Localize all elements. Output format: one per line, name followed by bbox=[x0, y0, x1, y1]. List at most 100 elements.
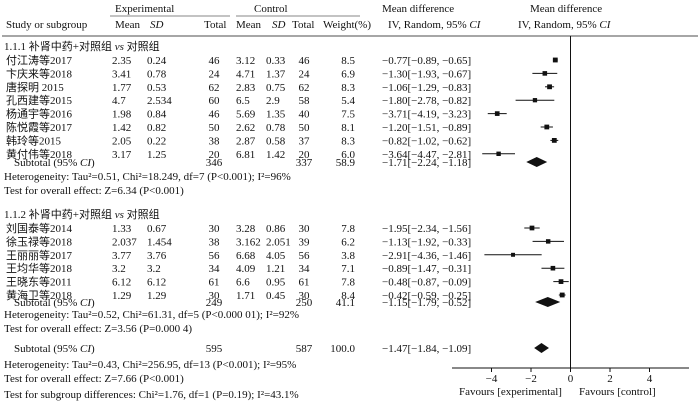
sg2-row-2-e-mean: 2.037 bbox=[112, 236, 137, 248]
sg1-row-7-e-n: 38 bbox=[209, 135, 221, 147]
total-diamond bbox=[534, 343, 549, 353]
sg2-row-1-name: 刘国泰等2014 bbox=[6, 221, 72, 235]
subgroup-2-heterogeneity: Heterogeneity: Tau²=0.52, Chi²=61.31, df… bbox=[4, 309, 299, 321]
sg2-row-2-c-mean: 3.162 bbox=[236, 236, 261, 248]
total-e-n: 595 bbox=[206, 343, 223, 355]
sg1-row-3-e-sd: 0.53 bbox=[147, 82, 167, 94]
sg2-row-4-name: 王均华等2018 bbox=[6, 261, 72, 275]
sg2-row-4-c-sd: 1.21 bbox=[266, 263, 285, 275]
sg2-row-1-point bbox=[529, 225, 535, 231]
sg2-row-5-e-n: 61 bbox=[209, 277, 220, 289]
sg1-row-2-weight: 6.9 bbox=[341, 68, 355, 80]
sg1-row-2-name: 卞庆来等2018 bbox=[6, 66, 72, 80]
sg2-row-6-c-n: 30 bbox=[299, 290, 311, 302]
subgroup-2-title: 1.1.2 补肾中药+对照组 vs 对照组 bbox=[4, 207, 160, 221]
total-md-text: −1.47[−1.84, −1.09] bbox=[382, 343, 471, 355]
sg1-row-2-c-n: 24 bbox=[299, 68, 311, 80]
sg1-row-2-e-mean: 3.41 bbox=[112, 68, 131, 80]
sg1-row-6-point bbox=[544, 124, 550, 130]
sg1-row-4-e-n: 60 bbox=[209, 95, 221, 107]
sg1-row-3-c-mean: 2.83 bbox=[236, 82, 256, 94]
sg2-subtotal-c-n: 250 bbox=[296, 297, 313, 309]
sg2-row-4-e-sd: 3.2 bbox=[147, 263, 161, 275]
sg1-row-8-weight: 6.0 bbox=[341, 149, 355, 161]
sg1-row-6-e-sd: 0.82 bbox=[147, 122, 166, 134]
sg1-row-7-c-sd: 0.58 bbox=[266, 135, 286, 147]
sg1-row-5-md-text: −3.71[−4.19, −3.23] bbox=[382, 109, 471, 121]
sg1-row-3-e-mean: 1.77 bbox=[112, 82, 132, 94]
sg1-row-4-c-mean: 6.5 bbox=[236, 95, 250, 107]
subgroup-1-heterogeneity: Heterogeneity: Tau²=0.51, Chi²=18.249, d… bbox=[4, 171, 291, 183]
sg1-row-8-c-sd: 1.42 bbox=[266, 149, 285, 161]
x-tick-label-2: 0 bbox=[568, 373, 574, 385]
favours-experimental: Favours [experimental] bbox=[459, 386, 562, 398]
sg1-row-4-md-text: −1.80[−2.78, −0.82] bbox=[382, 95, 471, 107]
sg2-row-6-weight: 8.4 bbox=[341, 290, 355, 302]
sg2-row-4-point bbox=[550, 265, 556, 271]
sg1-row-8-point bbox=[496, 151, 501, 157]
sg1-row-4-name: 孔西建等2015 bbox=[6, 93, 72, 107]
sg2-row-4-c-n: 34 bbox=[299, 263, 311, 275]
sg2-row-3-weight: 3.8 bbox=[341, 250, 355, 262]
sg1-row-3-point bbox=[547, 84, 552, 90]
sg1-row-6-e-mean: 1.42 bbox=[112, 122, 131, 134]
sg1-row-6-c-sd: 0.78 bbox=[266, 122, 286, 134]
sg1-row-3-e-n: 62 bbox=[209, 82, 220, 94]
sg2-row-4-e-n: 34 bbox=[209, 263, 221, 275]
sg2-row-4-e-mean: 3.2 bbox=[112, 263, 126, 275]
sg1-row-7-name: 韩玲等2015 bbox=[6, 133, 61, 147]
header-md-method-left: IV, Random, 95% CI bbox=[388, 19, 482, 31]
sg2-row-2-e-sd: 1.454 bbox=[147, 236, 172, 248]
sg1-row-4-e-sd: 2.534 bbox=[147, 95, 172, 107]
sg1-subtotal-md-text: −1.71[−2.24, −1.18] bbox=[382, 157, 471, 169]
header-c-mean: Mean bbox=[236, 19, 262, 31]
sg2-row-5-e-sd: 6.12 bbox=[147, 277, 166, 289]
sg2-row-1-c-mean: 3.28 bbox=[236, 223, 256, 235]
sg2-row-1-e-sd: 0.67 bbox=[147, 223, 167, 235]
header-study-label: Study or subgroup bbox=[6, 19, 88, 31]
subgroup-2-overall-effect: Test for overall effect: Z=3.56 (P=0.000… bbox=[4, 323, 192, 335]
sg1-row-3-c-n: 62 bbox=[299, 82, 310, 94]
sg2-row-6-e-mean: 1.29 bbox=[112, 290, 132, 302]
sg1-row-7-e-mean: 2.05 bbox=[112, 135, 132, 147]
sg2-row-1-md-text: −1.95[−2.34, −1.56] bbox=[382, 223, 471, 235]
sg2-row-5-c-n: 61 bbox=[299, 277, 310, 289]
sg1-row-3-name: 唐探明 2015 bbox=[6, 80, 64, 94]
header-weight: Weight(%) bbox=[323, 19, 371, 31]
sg2-row-1-c-sd: 0.86 bbox=[266, 223, 286, 235]
sg1-row-1-md-text: −0.77[−0.89, −0.65] bbox=[382, 55, 471, 67]
sg2-row-1-weight: 7.8 bbox=[341, 223, 355, 235]
sg2-row-6-point bbox=[559, 292, 565, 298]
subgroup-1-overall-effect: Test for overall effect: Z=6.34 (P<0.001… bbox=[4, 185, 184, 197]
sg2-row-5-name: 王晓东等2011 bbox=[6, 275, 72, 289]
sg2-subtotal-weight: 41.1 bbox=[336, 297, 355, 309]
sg1-row-1-name: 付江涛等2017 bbox=[6, 53, 72, 67]
subgroup-1-title: 1.1.1 补肾中药+对照组 vs 对照组 bbox=[4, 39, 160, 53]
sg1-row-8-e-mean: 3.17 bbox=[112, 149, 132, 161]
sg1-row-5-e-sd: 0.84 bbox=[147, 109, 167, 121]
sg1-row-7-c-n: 37 bbox=[299, 135, 311, 147]
sg2-row-5-c-mean: 6.6 bbox=[236, 277, 250, 289]
sg2-row-2-name: 徐玉禄等2018 bbox=[6, 234, 72, 248]
header-e-mean: Mean bbox=[115, 19, 141, 31]
sg1-row-1-weight: 8.5 bbox=[341, 55, 355, 67]
sg1-row-7-point bbox=[551, 138, 557, 143]
sg1-row-2-md-text: −1.30[−1.93, −0.67] bbox=[382, 68, 471, 80]
x-tick-label-3: 2 bbox=[607, 373, 613, 385]
sg1-row-1-point bbox=[552, 57, 558, 63]
sg2-row-6-e-n: 30 bbox=[209, 290, 221, 302]
sg1-row-6-weight: 8.1 bbox=[341, 122, 355, 134]
sg2-row-2-c-n: 39 bbox=[299, 236, 311, 248]
sg2-row-4-md-text: −0.89[−1.47, −0.31] bbox=[382, 263, 471, 275]
sg1-subtotal-label: Subtotal (95% CI) bbox=[14, 157, 95, 169]
sg1-row-6-name: 陈悦霞等2017 bbox=[6, 120, 72, 134]
header-c-sd: SD bbox=[272, 19, 286, 31]
sg2-row-6-name: 黄海卫等2018 bbox=[6, 288, 72, 302]
sg1-row-5-point bbox=[494, 111, 500, 116]
sg2-row-3-e-n: 56 bbox=[209, 250, 221, 262]
sg2-subtotal-label: Subtotal (95% CI) bbox=[14, 297, 95, 309]
sg1-row-7-c-mean: 2.87 bbox=[236, 135, 256, 147]
sg1-row-8-e-n: 20 bbox=[209, 149, 221, 161]
sg2-row-4-weight: 7.1 bbox=[341, 263, 355, 275]
sg1-row-5-c-n: 40 bbox=[299, 109, 311, 121]
